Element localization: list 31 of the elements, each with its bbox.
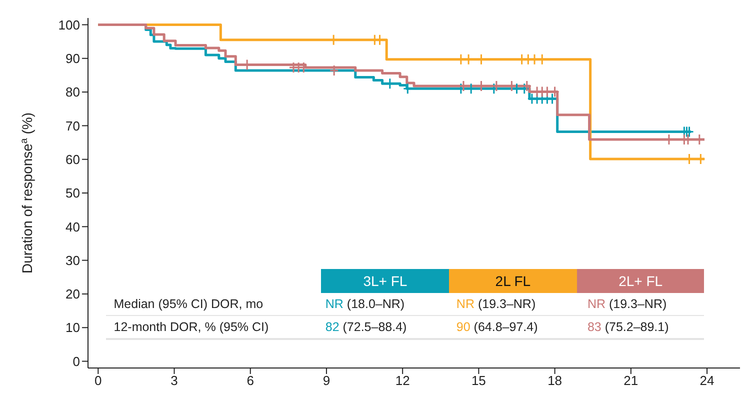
- annotation: NR (19.3–NR): [455, 296, 537, 311]
- annotation: 90 (64.8–97.4): [455, 320, 539, 334]
- y-tick-label: 70: [66, 118, 80, 134]
- text: 2L+ FL: [576, 268, 704, 293]
- y-tick-label: 0: [72, 354, 80, 369]
- y-tick-label: 50: [66, 186, 80, 201]
- x-tick-label: 6: [246, 373, 254, 388]
- y-tick-label: 80: [66, 84, 80, 100]
- x-tick-label: 21: [624, 373, 638, 388]
- annotation: NR (18.0–NR): [324, 296, 406, 311]
- annotation: 82 (72.5–88.4): [324, 320, 408, 334]
- x-tick-label: 3: [170, 373, 178, 388]
- text: 2L FL: [449, 268, 577, 293]
- annotation: NR (19.3–NR): [586, 296, 668, 311]
- annotation: 83 (75.2–89.1): [586, 320, 670, 334]
- x-tick-label: 15: [471, 373, 486, 388]
- y-tick-label: 20: [66, 286, 80, 302]
- annotation: 12-month DOR, % (95% CI): [112, 320, 270, 334]
- annotation: Median (95% CI) DOR, mo: [112, 296, 264, 311]
- y-tick-label: 10: [66, 320, 80, 336]
- x-tick-label: 12: [395, 373, 410, 388]
- x-tick-label: 0: [94, 373, 102, 388]
- y-tick-label: 60: [66, 152, 80, 167]
- text: 3L+ FL: [321, 268, 450, 293]
- x-tick-label: 24: [700, 373, 714, 388]
- x-tick-label: 18: [548, 373, 562, 388]
- y-tick-label: 30: [66, 252, 80, 268]
- y-tick-label: 90: [66, 51, 80, 66]
- y-tick-label: 40: [66, 219, 80, 234]
- y-tick-label: 100: [58, 17, 80, 32]
- x-tick-label: 9: [322, 373, 330, 388]
